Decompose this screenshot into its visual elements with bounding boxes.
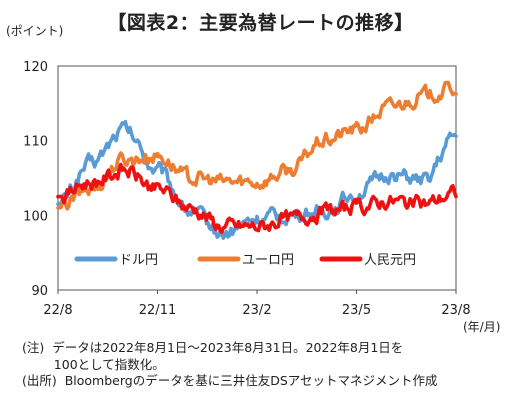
series-line — [56, 162, 458, 234]
y-tick-label: 100 — [23, 209, 48, 224]
x-tick-label: 22/8 — [43, 303, 72, 318]
y-tick-label: 110 — [23, 135, 48, 150]
y-tick-label: 90 — [31, 284, 48, 299]
legend-label: 人民元円 — [364, 253, 416, 268]
footnotes: (注) データは2022年8月1日～2023年8月31日。2022年8月1日を … — [22, 340, 438, 390]
x-tick-label: 23/2 — [242, 303, 271, 318]
x-axis-unit: (年/月) — [463, 320, 501, 334]
legend-label: ユーロ円 — [242, 253, 294, 268]
footnote-line: (出所) Bloombergのデータを基に三井住友DSアセットマネジメント作成 — [22, 373, 438, 388]
x-tick-label: 23/5 — [342, 303, 371, 318]
x-tick-label: 22/11 — [139, 303, 176, 318]
chart-title: 【図表2：主要為替レートの推移】 — [107, 12, 414, 34]
series-line — [56, 119, 458, 240]
x-tick-label: 23/8 — [441, 303, 470, 318]
series-line — [56, 80, 458, 211]
legend-label: ドル円 — [119, 253, 158, 268]
footnote-line: 100として指数化。 — [22, 356, 165, 372]
footnote-line: (注) データは2022年8月1日～2023年8月31日。2022年8月1日を — [22, 340, 404, 355]
y-tick-label: 120 — [23, 60, 48, 75]
y-axis-unit: (ポイント) — [6, 24, 64, 38]
